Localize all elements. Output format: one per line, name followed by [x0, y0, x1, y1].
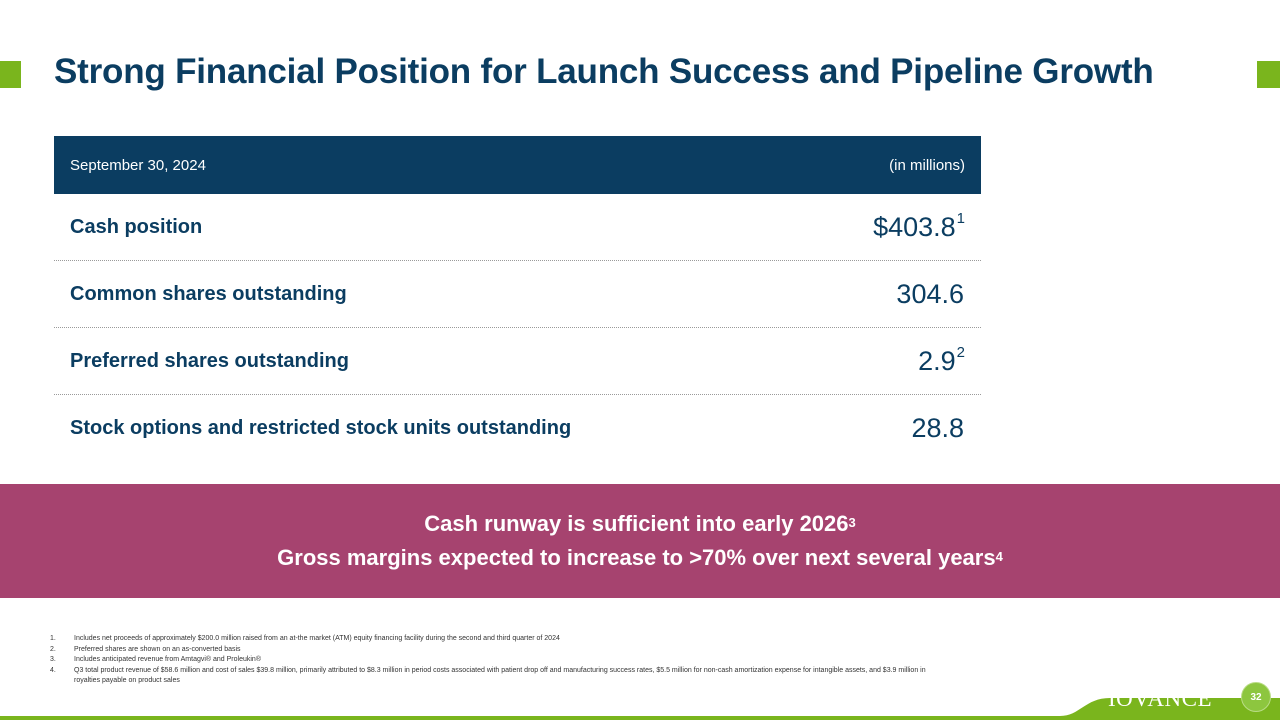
footnote-item: 4. Q3 total product revenue of $58.6 mill… — [50, 666, 926, 685]
table-row-preferred-shares: Preferred shares outstanding 2.92 — [54, 328, 981, 395]
row-value: 28.8 — [911, 413, 964, 443]
table-header: September 30, 2024 (in millions) — [54, 136, 981, 194]
page-number-badge: 32 — [1241, 682, 1271, 712]
footnote-item: 2. Preferred shares are shown on an as-co… — [50, 645, 241, 653]
slide-title: Strong Financial Position for Launch Suc… — [54, 52, 1154, 91]
row-label: Cash position — [70, 215, 203, 238]
row-value: $403.81 — [873, 209, 965, 242]
table-row-stock-options: Stock options and restricted stock units… — [54, 395, 981, 462]
right-accent-bar — [1257, 61, 1280, 88]
footnotes: 1. Includes net proceeds of approximately… — [50, 634, 950, 687]
banner-line-cash-runway: Cash runway is sufficient into early 202… — [424, 511, 856, 536]
footer-bar — [0, 698, 1280, 720]
table-header-date: September 30, 2024 — [70, 156, 206, 174]
left-accent-bar — [0, 61, 21, 88]
highlight-banner: Cash runway is sufficient into early 202… — [0, 484, 1280, 598]
footnote-ref: 1 — [956, 209, 965, 227]
row-label: Common shares outstanding — [70, 282, 347, 305]
row-label: Stock options and restricted stock units… — [70, 417, 572, 439]
copyright-text: © 2024, Iovance Biotherapeutics, Inc. — [34, 707, 151, 714]
footnote-ref: 2 — [956, 343, 965, 361]
footnote-item: 1. Includes net proceeds of approximately… — [50, 635, 560, 642]
financial-table: September 30, 2024 (in millions) Cash po… — [54, 136, 981, 462]
banner-line-gross-margins: Gross margins expected to increase to >7… — [277, 545, 1003, 570]
row-value: 2.92 — [918, 343, 965, 376]
table-row-common-shares: Common shares outstanding 304.6 — [54, 261, 981, 328]
row-label: Preferred shares outstanding — [70, 349, 349, 372]
table-row-cash-position: Cash position $403.81 — [54, 194, 981, 261]
company-logo: IOVANCE — [1108, 686, 1213, 711]
row-value: 304.6 — [896, 278, 964, 309]
footnote-ref: 4 — [995, 549, 1003, 564]
footnote-ref: 3 — [848, 515, 856, 530]
table-header-units: (in millions) — [889, 156, 965, 174]
footnote-item: 3. Includes anticipated revenue from Amta… — [50, 656, 261, 663]
